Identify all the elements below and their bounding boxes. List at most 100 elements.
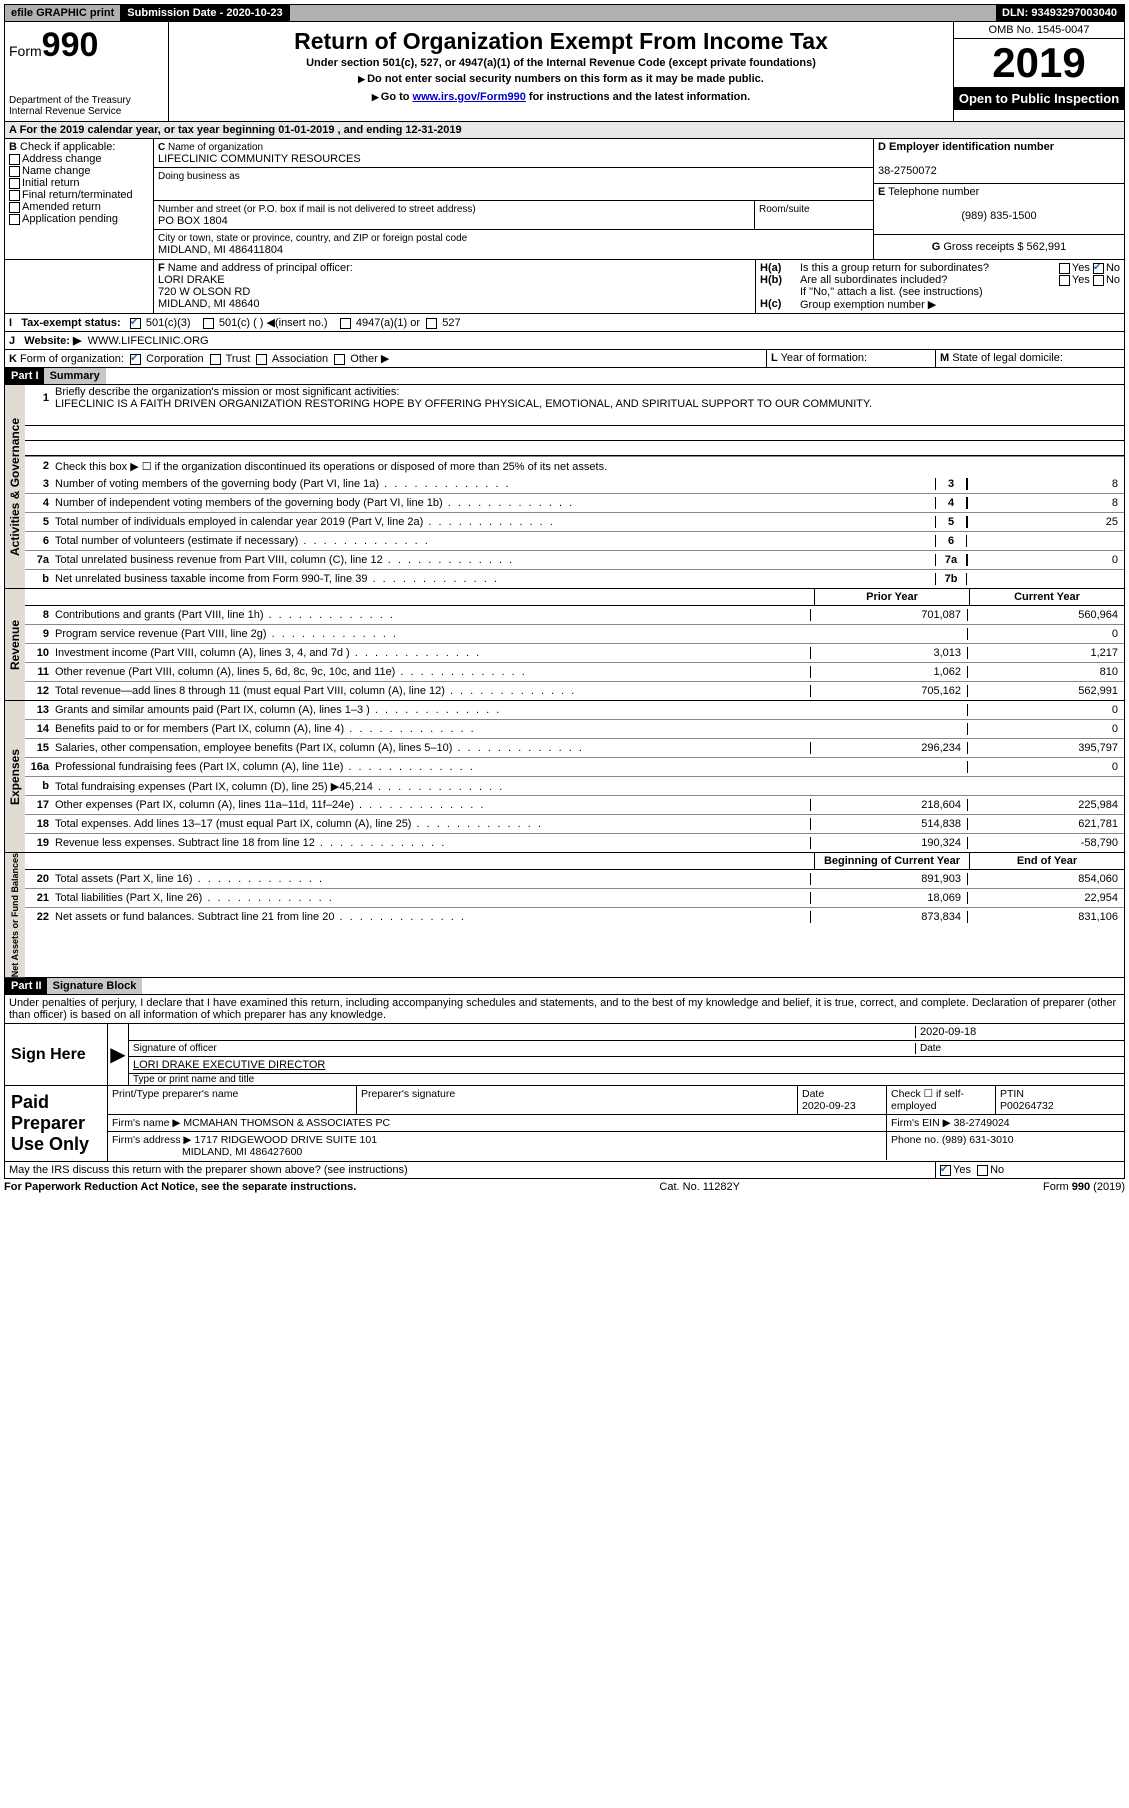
org-name-label: Name of organization [168,142,263,153]
room-label: Room/suite [759,204,810,215]
page-footer: For Paperwork Reduction Act Notice, see … [4,1179,1125,1193]
org-city: MIDLAND, MI 486411804 [158,244,283,256]
form-subtitle: Under section 501(c), 527, or 4947(a)(1)… [173,57,949,69]
dept-irs: Internal Revenue Service [9,106,164,117]
tax-year: 2019 [954,39,1124,87]
firm-ein: 38-2749024 [954,1117,1010,1129]
opt-4947: 4947(a)(1) or [356,317,420,329]
part1-hdr: Part I [5,368,45,384]
footer-form: Form 990 (2019) [1043,1181,1125,1193]
phone-value: (989) 835-1500 [878,210,1120,222]
ptin-value: P00264732 [1000,1100,1054,1112]
preparer-sig-label: Preparer's signature [357,1086,798,1115]
dept-treasury: Department of the Treasury [9,95,164,106]
revenue-section: Revenue Prior YearCurrent Year 8Contribu… [4,589,1125,701]
sig-date: 2020-09-18 [915,1026,1120,1038]
year-formation: Year of formation: [781,352,867,364]
opt-pending: Application pending [22,213,118,225]
open-inspection: Open to Public Inspection [954,87,1124,110]
subordinates-q: Are all subordinates included? [800,274,1059,286]
opt-final: Final return/terminated [22,189,133,201]
firm-name: MCMAHAN THOMSON & ASSOCIATES PC [183,1117,390,1129]
form-number: Form990 [9,26,164,65]
declaration: Under penalties of perjury, I declare th… [4,995,1125,1024]
top-bar: efile GRAPHIC print Submission Date - 20… [4,4,1125,22]
discontinued-check: Check this box ▶ ☐ if the organization d… [55,459,1124,474]
org-info-block: B Check if applicable: Address change Na… [4,139,1125,260]
officer-label: Name and address of principal officer: [168,262,353,274]
paid-preparer-label: Paid Preparer Use Only [5,1086,108,1161]
date-label: Date [915,1043,1120,1054]
footer-cat: Cat. No. 11282Y [659,1181,740,1193]
sign-here-label: Sign Here [5,1024,108,1085]
officer-addr1: 720 W OLSON RD [158,286,250,298]
row-a-period: A For the 2019 calendar year, or tax yea… [4,122,1125,139]
efile-label: efile GRAPHIC print [5,5,121,21]
self-employed-check: Check ☐ if self-employed [887,1086,996,1115]
city-label: City or town, state or province, country… [158,233,467,244]
arrow-icon: ▶ [108,1024,129,1085]
governance-section: Activities & Governance 1Briefly describ… [4,385,1125,589]
opt-amended: Amended return [22,201,101,213]
netassets-section: Net Assets or Fund Balances Beginning of… [4,853,1125,978]
submission-date: Submission Date - 2020-10-23 [121,5,289,21]
form-header: Form990 Department of the Treasury Inter… [4,22,1125,122]
sig-officer-label: Signature of officer [133,1043,915,1054]
opt-address: Address change [22,153,102,165]
ein-value: 38-2750072 [878,165,937,177]
note-ssn: Do not enter social security numbers on … [173,73,949,85]
opt-527: 527 [442,317,460,329]
dln: DLN: 93493297003040 [996,5,1124,21]
part1-title: Summary [44,368,106,384]
col-begin: Beginning of Current Year [814,853,969,869]
col-prior: Prior Year [814,589,969,605]
phone-label: Telephone number [888,186,979,198]
col-current: Current Year [969,589,1124,605]
addr-label: Number and street (or P.O. box if mail i… [158,204,476,215]
opt-501c: 501(c) ( ) ◀(insert no.) [219,317,328,329]
officer-name: LORI DRAKE [158,274,225,286]
tax-exempt-row: I Tax-exempt status: 501(c)(3) 501(c) ( … [4,314,1125,332]
preparer-name-label: Print/Type preparer's name [108,1086,357,1115]
sign-here-block: Sign Here ▶ 2020-09-18 Signature of offi… [4,1024,1125,1086]
gross-label: Gross receipts $ [943,241,1026,253]
discuss-row: May the IRS discuss this return with the… [4,1162,1125,1179]
firm-addr1: 1717 RIDGEWOOD DRIVE SUITE 101 [194,1134,377,1146]
mission-label: Briefly describe the organization's miss… [55,386,399,398]
firm-phone: (989) 631-3010 [942,1134,1014,1146]
col-end: End of Year [969,853,1124,869]
opt-corp: Corporation [146,353,203,365]
part2-hdr: Part II [5,978,48,994]
ein-label: Employer identification number [889,141,1054,153]
tab-netassets: Net Assets or Fund Balances [5,853,25,977]
form-title: Return of Organization Exempt From Incom… [173,28,949,55]
tab-revenue: Revenue [5,589,25,700]
firm-addr2: MIDLAND, MI 486427600 [182,1146,302,1158]
exemption-num: Group exemption number ▶ [800,298,936,311]
footer-left: For Paperwork Reduction Act Notice, see … [4,1181,356,1193]
state-domicile: State of legal domicile: [952,352,1063,364]
officer-name-title: LORI DRAKE EXECUTIVE DIRECTOR [133,1059,325,1071]
opt-name: Name change [22,165,91,177]
org-name: LIFECLINIC COMMUNITY RESOURCES [158,153,361,165]
officer-addr2: MIDLAND, MI 48640 [158,298,259,310]
group-return-q: Is this a group return for subordinates? [800,262,1059,274]
website-value: WWW.LIFECLINIC.ORG [88,335,209,347]
expenses-section: Expenses 13Grants and similar amounts pa… [4,701,1125,853]
officer-group-block: F Name and address of principal officer:… [4,260,1125,314]
gross-value: 562,991 [1027,241,1067,253]
omb-number: OMB No. 1545-0047 [954,22,1124,39]
check-applicable-label: Check if applicable: [20,141,115,153]
part2-title: Signature Block [47,978,143,994]
dba-label: Doing business as [158,171,240,182]
opt-trust: Trust [226,353,251,365]
tab-governance: Activities & Governance [5,385,25,588]
attach-note: If "No," attach a list. (see instruction… [760,286,1120,298]
opt-other: Other ▶ [350,353,389,365]
opt-501c3: 501(c)(3) [146,317,191,329]
website-row: J Website: ▶ WWW.LIFECLINIC.ORG [4,332,1125,350]
org-address: PO BOX 1804 [158,215,228,227]
opt-initial: Initial return [22,177,79,189]
opt-assoc: Association [272,353,328,365]
form990-link[interactable]: www.irs.gov/Form990 [413,91,526,103]
